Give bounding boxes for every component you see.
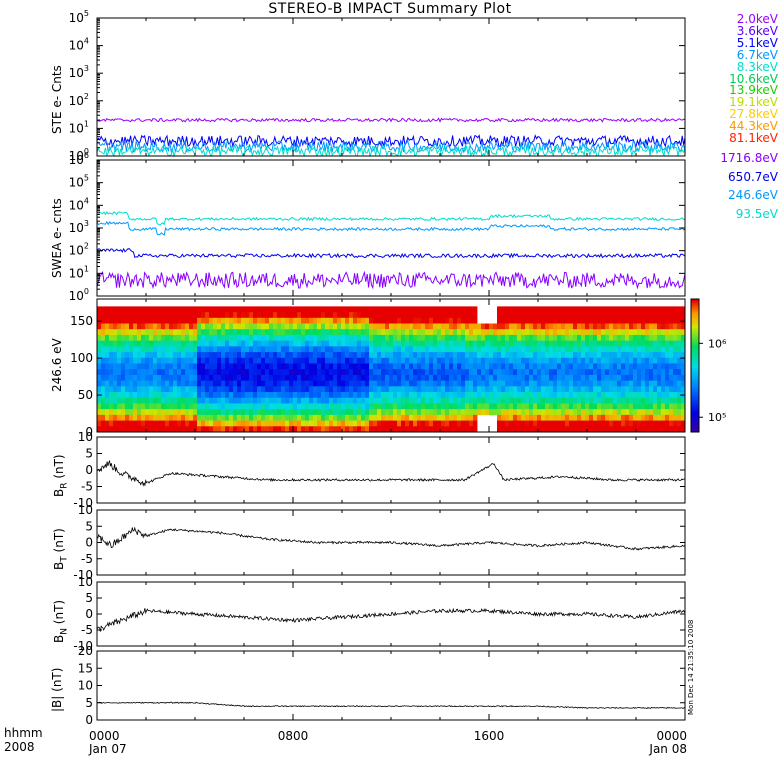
colorbar-frame bbox=[690, 298, 700, 433]
y-tick-label: 101 bbox=[69, 119, 89, 135]
legend-entry: 246.6eV bbox=[728, 188, 778, 202]
y-tick-label: 100 bbox=[69, 287, 89, 303]
generation-timestamp: Mon Dec 14 21:35:10 2008 bbox=[687, 619, 695, 715]
panel-frame bbox=[96, 436, 686, 504]
legend-entry: 1716.8eV bbox=[720, 151, 778, 165]
y-tick-label: 104 bbox=[69, 196, 89, 212]
y-tick-label: 0 bbox=[85, 607, 93, 621]
y-tick-label: 15 bbox=[78, 661, 93, 675]
x-tick-label: 0800 bbox=[278, 729, 309, 743]
y-tick-label: 10 bbox=[78, 575, 93, 589]
y-tick-label: 50 bbox=[78, 388, 93, 402]
x-date-label: Jan 08 bbox=[648, 742, 687, 756]
y-tick-label: 102 bbox=[69, 92, 89, 108]
legend-entry: 81.1keV bbox=[729, 131, 778, 145]
y-tick-label: 100 bbox=[70, 351, 93, 365]
ste-series-line bbox=[96, 117, 686, 123]
pad-ylabel: 246.6 eV bbox=[50, 338, 64, 392]
bt-line bbox=[96, 526, 686, 551]
y-tick-label: -5 bbox=[81, 480, 93, 494]
y-tick-label: 10 bbox=[78, 503, 93, 517]
y-tick-label: 5 bbox=[85, 447, 93, 461]
x-date-label: Jan 07 bbox=[88, 742, 127, 756]
colorbar-tick-label: 10⁶ bbox=[708, 337, 727, 350]
legend-entry: 6.7keV bbox=[736, 47, 778, 62]
y-tick-label: 105 bbox=[69, 9, 89, 25]
legend-entry: 650.7eV bbox=[728, 169, 778, 184]
y-tick-label: -5 bbox=[81, 623, 93, 637]
y-tick-label: 105 bbox=[69, 174, 89, 190]
bn-ylabel: BN (nT) bbox=[52, 599, 70, 643]
panel-frame bbox=[96, 650, 686, 721]
colorbar-tick-label: 10⁵ bbox=[708, 411, 726, 424]
swea-ylabel: SWEA e- cnts bbox=[50, 198, 64, 278]
swea-series-line bbox=[96, 247, 686, 259]
legend-entry: 5.1keV bbox=[736, 35, 778, 50]
y-tick-label: -5 bbox=[81, 552, 93, 566]
br-ylabel: BR (nT) bbox=[52, 454, 70, 497]
legend-entry: 2.0keV bbox=[736, 12, 778, 26]
ste-series-line bbox=[96, 134, 686, 149]
legend-entry: 8.3keV bbox=[736, 59, 778, 74]
colorbar bbox=[691, 299, 699, 433]
swea-series-line bbox=[96, 210, 686, 226]
legend-entry: 44.3keV bbox=[729, 119, 778, 134]
ste-ylabel: STE e- Cnts bbox=[50, 65, 64, 134]
y-tick-label: 0 bbox=[85, 536, 93, 550]
y-tick-label: 0 bbox=[85, 713, 93, 727]
legend-entry: 13.9keV bbox=[729, 83, 778, 98]
bmag-line bbox=[96, 701, 686, 709]
x-tick-label: 0000 bbox=[656, 729, 687, 743]
y-tick-label: 104 bbox=[69, 37, 89, 53]
y-tick-label: 106 bbox=[69, 151, 89, 167]
y-tick-label: 103 bbox=[69, 64, 89, 80]
legend-entry: 93.5eV bbox=[735, 206, 778, 221]
x-tick-label: 0000 bbox=[89, 729, 120, 743]
y-tick-label: 5 bbox=[85, 519, 93, 533]
year-label: 2008 bbox=[4, 740, 35, 754]
plot-title: STEREO-B IMPACT Summary Plot bbox=[268, 1, 512, 17]
panel-frame bbox=[96, 17, 686, 157]
br-line bbox=[96, 459, 686, 487]
y-tick-label: 5 bbox=[85, 696, 93, 710]
legend-entry: 3.6keV bbox=[736, 23, 778, 38]
y-tick-label: 20 bbox=[78, 644, 93, 658]
y-tick-label: 102 bbox=[69, 242, 89, 258]
x-tick-label: 1600 bbox=[474, 729, 505, 743]
ste-series-line bbox=[96, 139, 686, 154]
y-tick-label: 0 bbox=[85, 425, 93, 439]
bt-ylabel: BT (nT) bbox=[52, 528, 70, 570]
swea-series-line bbox=[96, 220, 686, 236]
legend-entry: 27.8keV bbox=[729, 107, 778, 122]
legend-entry: 10.6keV bbox=[729, 71, 778, 86]
y-tick-label: 10 bbox=[78, 679, 93, 693]
pitch-angle-heatmap bbox=[97, 306, 686, 433]
y-tick-label: -10 bbox=[73, 496, 93, 510]
y-tick-label: 5 bbox=[85, 591, 93, 605]
y-tick-label: 101 bbox=[69, 264, 89, 280]
y-tick-label: 0 bbox=[85, 463, 93, 477]
legend-entry: 19.1keV bbox=[729, 95, 778, 110]
y-tick-label: 150 bbox=[70, 314, 93, 328]
y-tick-label: -10 bbox=[73, 568, 93, 582]
y-tick-label: 103 bbox=[69, 219, 89, 235]
time-format-label: hhmm bbox=[4, 726, 43, 740]
y-tick-label: -10 bbox=[73, 639, 93, 653]
y-tick-label: 10 bbox=[78, 430, 93, 444]
swea-series-line bbox=[96, 270, 686, 290]
bmag-ylabel: |B| (nT) bbox=[50, 667, 64, 712]
bn-line bbox=[96, 607, 686, 632]
